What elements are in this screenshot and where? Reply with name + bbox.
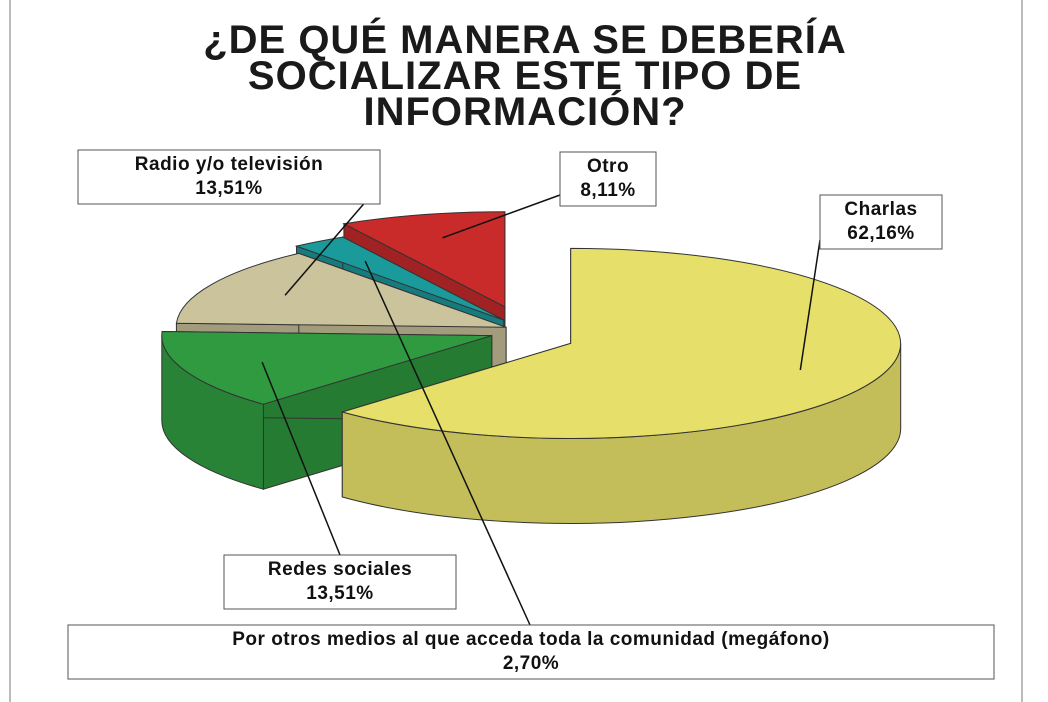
slice-label: Charlas	[844, 199, 917, 220]
slice-group	[340, 247, 902, 524]
label-box	[223, 554, 457, 610]
leader-line	[442, 194, 561, 239]
slice	[294, 236, 505, 321]
leader-line	[364, 260, 531, 626]
label-box	[77, 149, 381, 205]
slice	[342, 211, 506, 308]
value-label: 2,70%	[503, 653, 559, 674]
slice	[340, 247, 902, 439]
value-label: 8,11%	[580, 180, 635, 201]
slice-label: Por otros medios al que acceda toda la c…	[232, 629, 830, 650]
value-label: 13,51%	[306, 583, 373, 604]
label-box	[559, 151, 657, 207]
slice-label: Otro	[587, 156, 629, 177]
slice	[161, 330, 492, 405]
value-label: 13,51%	[195, 178, 262, 199]
chart-title: ¿DE QUÉ MANERA SE DEBERÍA SOCIALIZAR EST…	[203, 18, 847, 134]
value-label: 62,16%	[847, 223, 914, 244]
leader-line	[799, 239, 821, 371]
slice-label: Redes sociales	[268, 559, 412, 580]
leader-line	[261, 361, 341, 556]
label-box	[819, 194, 943, 250]
slice	[175, 252, 507, 328]
slice-label: Radio y/o televisión	[135, 154, 323, 175]
label-box	[67, 624, 995, 680]
